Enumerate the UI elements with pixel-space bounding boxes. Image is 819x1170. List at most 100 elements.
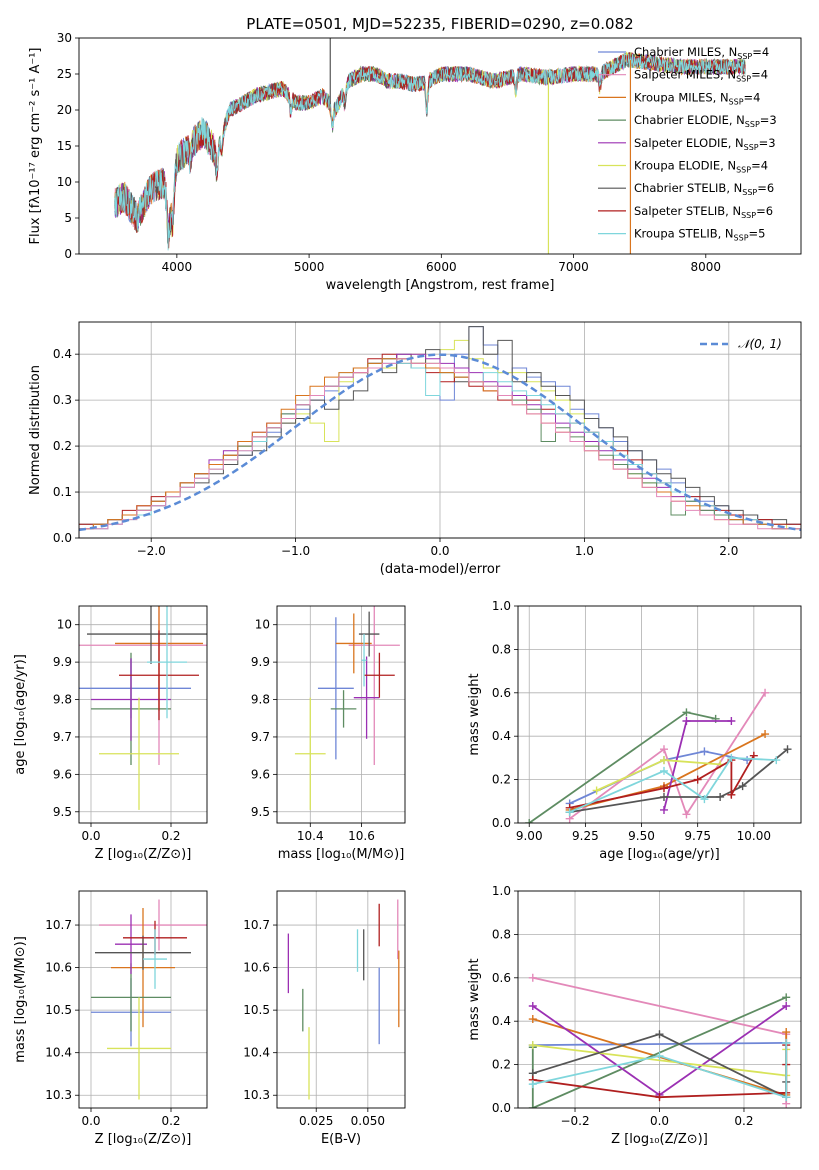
y-tick-label: 9.7 — [251, 730, 270, 744]
errorbar-kroupa-elodie — [294, 697, 326, 810]
errorbar-kroupa-stelib — [143, 929, 167, 989]
figure-title: PLATE=0501, MJD=52235, FIBERID=0290, z=0… — [246, 15, 633, 33]
marker-chabrier-stelib — [659, 792, 668, 801]
x-tick-label: 0.2 — [161, 829, 180, 843]
y-tick-label: 15 — [57, 139, 72, 153]
errorbar-salpeter-stelib — [364, 652, 395, 698]
ticks: 10.4 10.6 9.5 9.6 9.7 9.8 9.9 10 — [251, 618, 375, 843]
marker-kroupa-stelib — [727, 753, 736, 762]
marker-kroupa-stelib — [655, 1051, 664, 1060]
x-tick-label: 0.2 — [734, 1114, 753, 1128]
y-tick-label: 30 — [57, 31, 72, 45]
legend: Chabrier MILES, NSSP=4 Salpeter MILES, NS… — [598, 45, 777, 243]
errorbar-salpeter-miles — [99, 899, 207, 951]
x-axis-label: age [log₁₀(age/yr)] — [599, 847, 720, 862]
y-tick-label: 9.7 — [53, 730, 72, 744]
ticks: −2.0 −1.0 0.0 1.0 2.0 0.0 0.1 0.2 0.3 0.4 — [53, 347, 738, 558]
y-tick-label: 1.0 — [492, 599, 511, 613]
errorbar-kroupa-elodie — [99, 697, 179, 810]
legend-label-salpeter-elodie: Salpeter ELODIE, NSSP=3 — [634, 136, 776, 152]
marker-chabrier-stelib — [738, 782, 747, 791]
legend-label-chabrier-miles: Chabrier MILES, NSSP=4 — [634, 45, 769, 61]
y-axis-label: mass weight — [467, 673, 482, 755]
y-tick-label: 10.6 — [45, 961, 72, 975]
panel-mass-vs-Z: 0.0 0.2 10.3 10.4 10.5 10.6 10.7 Z [log₁₀(Z/Z⊙)… — [13, 890, 208, 1147]
y-tick-label: 9.6 — [53, 767, 72, 781]
marker-kroupa-stelib — [782, 1093, 791, 1102]
y-axis-label: mass [log₁₀(M/M⊙)] — [13, 936, 28, 1063]
y-tick-label: 9.8 — [53, 693, 72, 707]
marker-chabrier-elodie — [682, 708, 691, 717]
x-tick-label: 9.00 — [516, 829, 543, 843]
marker-kroupa-stelib — [528, 1080, 537, 1089]
x-tick-label: 1.0 — [575, 544, 594, 558]
x-tick-label: 0.0 — [81, 1114, 100, 1128]
marker-salpeter-miles — [659, 745, 668, 754]
ticks: 9.00 9.25 9.50 9.75 10.00 0.0 0.2 0.4 0.6 0.8 1.0 — [492, 599, 771, 843]
x-tick-label: 4000 — [162, 260, 193, 274]
marker-salpeter-stelib — [659, 784, 668, 793]
y-tick-label: 9.9 — [251, 655, 270, 669]
y-tick-label: 9.5 — [251, 805, 270, 819]
x-tick-label: 2.0 — [719, 544, 738, 558]
axes-frame — [276, 605, 406, 824]
x-tick-label: 10.6 — [348, 829, 375, 843]
errorbar-chabrier-miles — [317, 617, 354, 760]
y-tick-label: 10.7 — [45, 918, 72, 932]
marker-kroupa-stelib — [782, 1038, 791, 1047]
legend-label-chabrier-stelib: Chabrier STELIB, NSSP=6 — [634, 181, 774, 197]
x-tick-label: 8000 — [691, 260, 722, 274]
y-tick-label: 10 — [255, 618, 270, 632]
axes-frame — [78, 37, 802, 255]
legend-label-kroupa-elodie: Kroupa ELODIE, NSSP=4 — [634, 159, 768, 175]
marker-chabrier-miles — [743, 756, 752, 765]
marker-salpeter-stelib — [727, 790, 736, 799]
legend-label-salpeter-miles: Salpeter MILES, NSSP=4 — [634, 68, 768, 84]
marker-chabrier-elodie — [782, 993, 791, 1002]
legend: 𝒩(0, 1) — [700, 337, 782, 351]
y-tick-label: 10 — [57, 175, 72, 189]
histogram-salpeter-miles — [79, 358, 801, 538]
x-tick-label: 0.025 — [299, 1114, 333, 1128]
marker-kroupa-stelib — [772, 756, 781, 765]
errorbar-kroupa-miles — [335, 613, 372, 674]
y-tick-label: 0.8 — [492, 642, 511, 656]
plot-area — [114, 38, 746, 254]
y-axis-label: mass weight — [467, 958, 482, 1040]
x-axis-label: Z [log₁₀(Z/Z⊙)] — [611, 1132, 708, 1147]
line-salpeter-stelib — [569, 755, 755, 809]
y-tick-label: 10.3 — [243, 1088, 270, 1102]
axes-frame — [517, 605, 802, 824]
x-tick-label: 10.4 — [297, 829, 324, 843]
plot-area — [79, 326, 801, 538]
x-tick-label: 0.050 — [351, 1114, 385, 1128]
y-tick-label: 10.4 — [45, 1046, 72, 1060]
normal-curve — [79, 353, 801, 532]
legend-label-salpeter-stelib: Salpeter STELIB, NSSP=6 — [634, 204, 773, 220]
axes-frame — [78, 605, 208, 824]
gridlines — [277, 891, 405, 1108]
panel-age-vs-mass: 10.4 10.6 9.5 9.6 9.7 9.8 9.9 10 mass [log₁₀(M/M… — [251, 605, 406, 862]
y-tick-label: 10.4 — [243, 1046, 270, 1060]
y-tick-label: 0.2 — [53, 439, 72, 453]
y-tick-label: 0.0 — [492, 816, 511, 830]
x-tick-label: 9.25 — [572, 829, 599, 843]
x-tick-label: −2.0 — [137, 544, 166, 558]
x-tick-label: −0.2 — [560, 1114, 589, 1128]
marker-chabrier-miles — [700, 747, 709, 756]
errorbar-kroupa-stelib — [361, 634, 367, 687]
y-axis-label: Flux [fλ10⁻¹⁷ erg cm⁻² s⁻¹ A⁻¹] — [28, 48, 43, 245]
y-tick-label: 1.0 — [492, 884, 511, 898]
marker-chabrier-stelib — [716, 792, 725, 801]
x-tick-label: 5000 — [294, 260, 325, 274]
errorbar-chabrier-stelib — [95, 935, 191, 970]
x-tick-label: 6000 — [426, 260, 457, 274]
y-axis-label: age [log₁₀(age/yr)] — [13, 654, 28, 775]
marker-chabrier-elodie — [525, 819, 534, 823]
y-tick-label: 0.1 — [53, 485, 72, 499]
plot-area — [79, 606, 207, 810]
line-chabrier-miles — [532, 1042, 787, 1046]
y-tick-label: 5 — [64, 211, 72, 225]
panel-age-vs-Z: 0.0 0.2 9.5 9.6 9.7 9.8 9.9 10 Z [log₁₀(Z/Z⊙)] ag… — [13, 605, 208, 862]
marker-kroupa-miles — [761, 730, 770, 739]
